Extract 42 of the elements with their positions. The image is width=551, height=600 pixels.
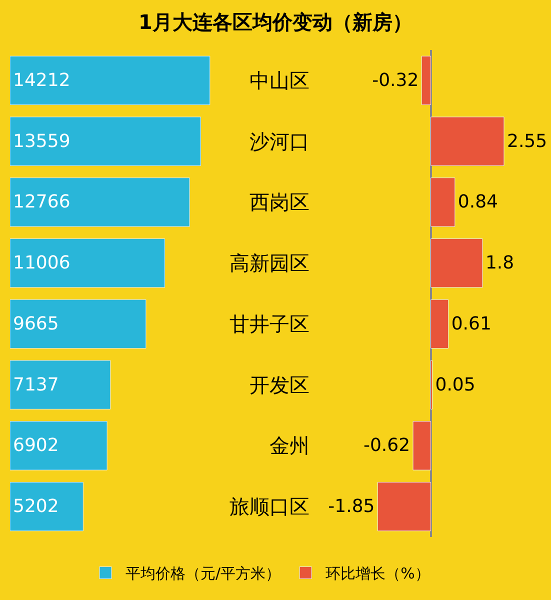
text: 1月大连各区均价变动（新房） xyxy=(138,10,412,34)
data-label: -1.85 xyxy=(328,496,375,518)
y-tick-label: 西岗区 xyxy=(250,190,310,214)
data-label: 2.55 xyxy=(506,130,548,152)
bar xyxy=(10,238,166,288)
y-tick-label: 金州 xyxy=(270,434,310,458)
bar xyxy=(412,421,432,470)
bar xyxy=(377,482,432,532)
bar xyxy=(10,178,190,227)
legend-label: 平均价格（元/平方米） xyxy=(126,564,281,583)
bar xyxy=(10,299,146,349)
legend-label: 环比增长（%） xyxy=(326,564,430,583)
data-label: 1.8 xyxy=(485,252,514,274)
data-label: 5202 xyxy=(13,496,59,518)
y-tick-label: 中山区 xyxy=(250,68,310,92)
y-tick-label: 高新园区 xyxy=(230,251,310,276)
data-label: 11006 xyxy=(13,252,70,274)
data-label: 12766 xyxy=(13,192,70,213)
bar xyxy=(10,56,210,106)
bar xyxy=(430,178,456,227)
bar xyxy=(421,56,432,106)
data-label: 9665 xyxy=(13,313,59,334)
y-tick-label: 旅顺口区 xyxy=(230,494,310,519)
y-tick-label: 开发区 xyxy=(250,372,310,397)
data-label: -0.62 xyxy=(363,435,410,456)
data-label: 6902 xyxy=(13,435,59,456)
bar xyxy=(10,360,111,410)
bar xyxy=(430,299,449,349)
bar xyxy=(10,116,201,166)
y-tick-label: 甘井子区 xyxy=(230,312,310,336)
bar xyxy=(10,421,108,470)
data-label: 14212 xyxy=(13,70,70,91)
bar xyxy=(10,482,84,532)
bar xyxy=(430,238,483,288)
data-label: 0.84 xyxy=(458,192,498,213)
data-label: 0.61 xyxy=(451,313,492,334)
y-tick-label: 沙河口 xyxy=(250,129,310,154)
bar xyxy=(430,116,504,166)
data-label: 0.05 xyxy=(435,374,476,396)
data-label: -0.32 xyxy=(372,70,419,91)
data-label: 7137 xyxy=(13,374,59,396)
data-label: 13559 xyxy=(13,130,70,152)
